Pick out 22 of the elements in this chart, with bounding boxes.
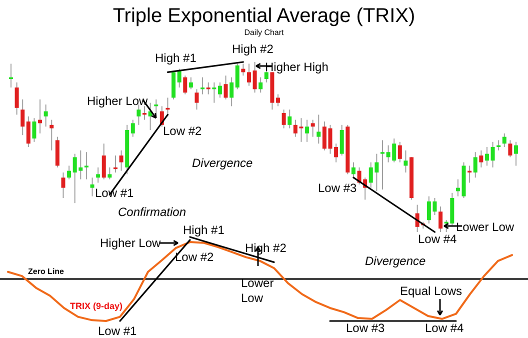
- annotation: Low #4: [425, 321, 464, 335]
- chart-subtitle: Daily Chart: [244, 28, 285, 37]
- annotation: Higher Low: [100, 236, 162, 250]
- text: Low #1: [98, 324, 138, 338]
- series-label: TRIX (9-day): [70, 301, 123, 311]
- text: High #2: [232, 42, 274, 56]
- chart-title: Triple Exponential Average (TRIX): [112, 5, 416, 27]
- annotation: High #1: [183, 223, 225, 237]
- annotation: Divergence: [365, 254, 426, 268]
- annotation: Low #2: [175, 250, 214, 264]
- annotation: Low #3: [318, 181, 358, 195]
- ref-line-label: Zero Line: [28, 267, 65, 276]
- annotation: Low #4: [418, 232, 458, 246]
- annotation: High #1: [155, 51, 197, 65]
- annotation: Low #2: [163, 124, 202, 138]
- annotation: Lower Low: [241, 276, 274, 305]
- annotation: Equal Lows: [400, 284, 462, 298]
- annotation: Divergence: [192, 156, 254, 170]
- annotation: Lower Low: [456, 220, 514, 234]
- annotation: Confirmation: [118, 205, 186, 219]
- annotation: Low #3: [346, 321, 386, 335]
- annotation: Higher High: [265, 60, 328, 74]
